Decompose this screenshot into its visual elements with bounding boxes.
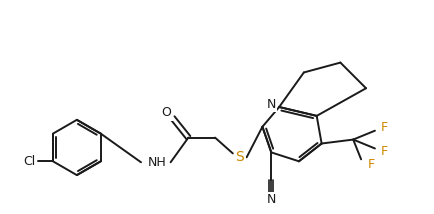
Text: Cl: Cl (23, 155, 35, 168)
Text: F: F (380, 145, 388, 158)
Text: N: N (266, 193, 275, 206)
Text: O: O (161, 106, 171, 119)
Text: F: F (367, 158, 374, 171)
Text: NH: NH (147, 156, 166, 169)
Text: F: F (380, 121, 388, 134)
Text: S: S (235, 150, 243, 164)
Text: N: N (266, 98, 275, 111)
